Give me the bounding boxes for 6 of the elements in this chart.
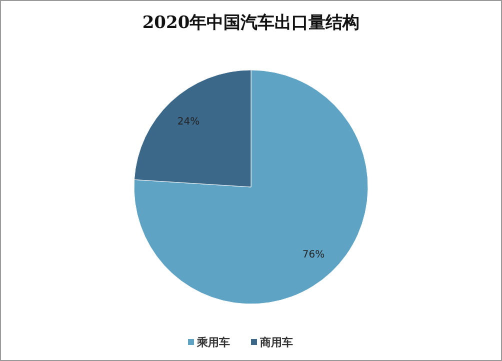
legend-label: 乘用车 [196,336,230,349]
chart-title: 2020年中国汽车出口量结构 [142,13,360,33]
data-label: 76% [302,250,325,261]
pie-slice [134,70,368,304]
data-label: 24% [177,116,200,128]
legend-label: 商用车 [259,336,293,349]
